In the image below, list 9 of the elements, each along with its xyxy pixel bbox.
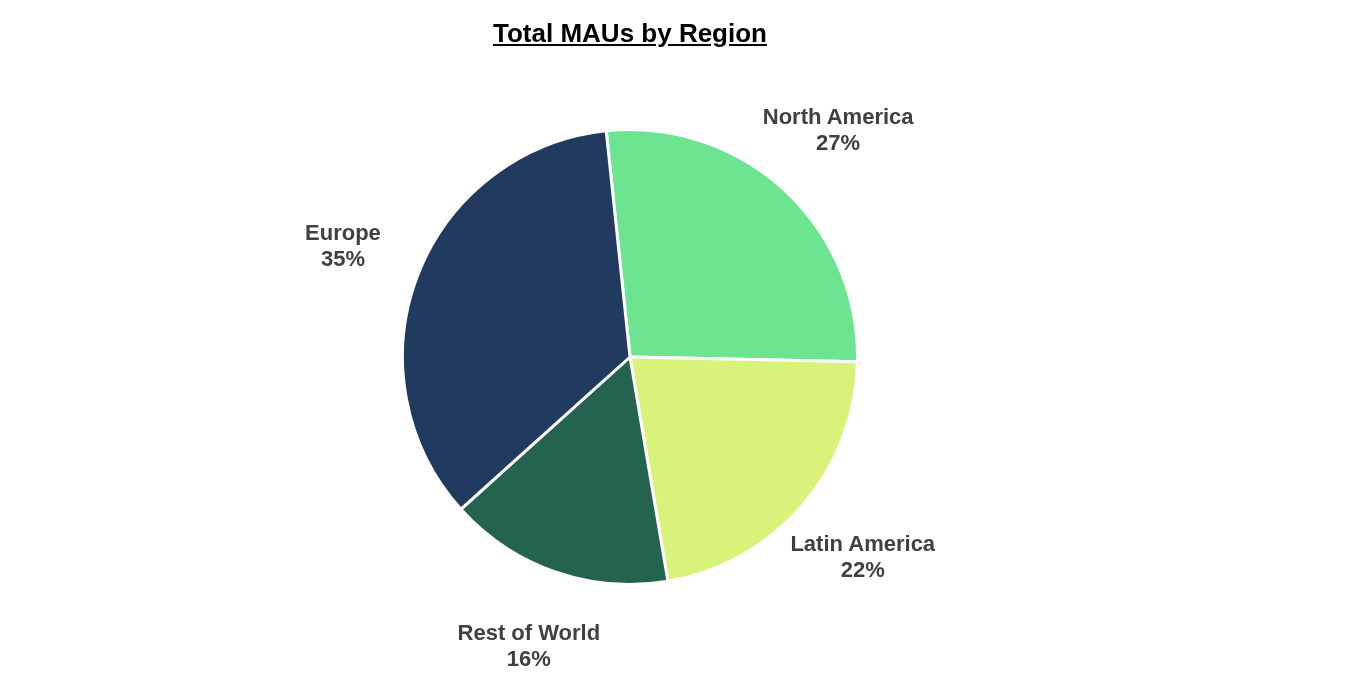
chart-title: Total MAUs by Region — [492, 18, 768, 49]
data-label: 35% — [320, 245, 365, 271]
slice-label: Rest of World — [457, 620, 601, 646]
data-label: 27% — [816, 129, 861, 155]
slice-label: Latin America — [790, 530, 936, 556]
slice-label: Europe — [305, 219, 381, 245]
data-label: 22% — [840, 556, 885, 582]
data-label: 16% — [506, 646, 551, 672]
slice-label: North America — [762, 103, 915, 129]
